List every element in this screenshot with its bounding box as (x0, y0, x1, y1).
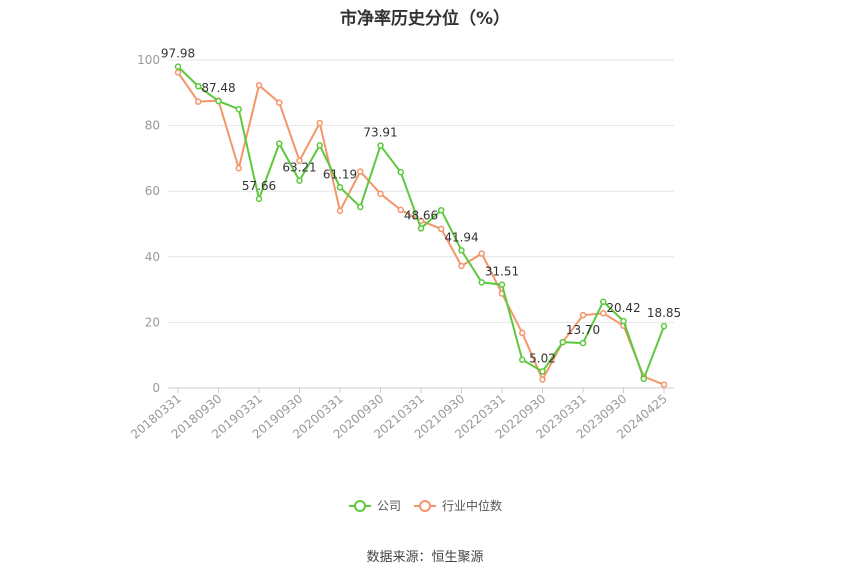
data-point (296, 157, 303, 164)
legend-marker-industry (419, 500, 431, 512)
data-point (539, 368, 546, 375)
data-point (579, 339, 587, 347)
data-label: 61.19 (323, 167, 357, 181)
data-point (559, 338, 566, 346)
data-source: 数据来源：恒生聚源 (366, 550, 484, 565)
y-tick-label: 60 (145, 184, 160, 198)
data-point (397, 168, 404, 176)
data-point (357, 203, 364, 211)
data-point (276, 140, 283, 147)
data-point (276, 99, 283, 106)
data-point (397, 206, 404, 214)
data-point (296, 177, 303, 184)
data-point (660, 322, 668, 330)
data-point (498, 281, 506, 288)
y-tick-label: 0 (152, 381, 160, 395)
data-point (660, 381, 668, 388)
data-point (255, 195, 263, 203)
y-tick-label: 80 (145, 119, 160, 133)
data-point (235, 105, 242, 113)
data-label: 31.51 (485, 265, 519, 279)
data-point (640, 375, 647, 383)
data-point (195, 82, 202, 90)
data-label: 57.66 (242, 179, 276, 193)
data-point (336, 184, 344, 191)
data-point (458, 247, 465, 254)
data-label: 13.70 (566, 323, 600, 337)
data-label: 97.98 (161, 47, 195, 61)
data-point (174, 63, 182, 70)
data-point (195, 98, 202, 105)
data-point (377, 142, 384, 149)
data-point (478, 279, 485, 286)
data-point (579, 311, 587, 319)
data-label: 63.21 (282, 161, 316, 175)
data-point (539, 376, 546, 383)
legend-label-industry: 行业中位数 (442, 498, 502, 513)
data-point (458, 262, 465, 270)
data-label: 20.42 (606, 301, 640, 315)
data-point (174, 69, 182, 76)
data-point (620, 317, 627, 325)
data-label: 73.91 (363, 126, 397, 140)
data-point (600, 309, 607, 317)
y-tick-label: 40 (145, 250, 160, 264)
data-point (519, 329, 526, 337)
legend-marker-company (354, 500, 366, 512)
data-point (316, 142, 323, 149)
chart-title: 市净率历史分位（%） (339, 9, 511, 29)
data-point (235, 164, 242, 172)
data-label: 87.48 (201, 81, 235, 95)
legend-label-company: 公司 (377, 499, 401, 513)
data-label: 41.94 (444, 230, 478, 244)
data-point (438, 225, 445, 233)
data-point (357, 168, 364, 175)
data-point (316, 119, 323, 127)
data-point (215, 97, 222, 105)
data-point (336, 207, 344, 215)
data-label: 5.02 (529, 352, 556, 366)
data-point (519, 356, 526, 364)
data-point (478, 250, 485, 257)
y-tick-label: 100 (137, 53, 160, 67)
data-point (417, 225, 425, 232)
data-point (255, 82, 263, 89)
data-point (377, 190, 384, 198)
data-label: 18.85 (647, 306, 681, 320)
data-point (600, 298, 607, 305)
data-label: 48.66 (404, 208, 438, 222)
data-point (438, 206, 445, 214)
y-tick-label: 20 (145, 315, 160, 329)
